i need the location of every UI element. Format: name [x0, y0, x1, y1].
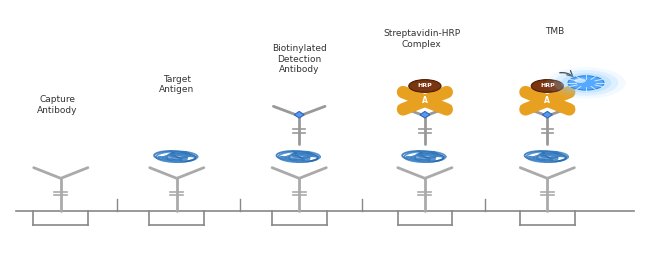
Circle shape: [561, 73, 611, 93]
Text: A: A: [422, 96, 428, 105]
Circle shape: [554, 70, 619, 96]
Text: Target
Antigen: Target Antigen: [159, 75, 194, 94]
Polygon shape: [294, 112, 304, 118]
Circle shape: [568, 76, 604, 90]
Circle shape: [409, 80, 441, 92]
Text: Streptavidin-HRP
Complex: Streptavidin-HRP Complex: [383, 29, 460, 49]
Circle shape: [531, 80, 564, 92]
Polygon shape: [542, 112, 552, 118]
Text: HRP: HRP: [540, 83, 554, 88]
Text: Biotinylated
Detection
Antibody: Biotinylated Detection Antibody: [272, 44, 326, 74]
Text: TMB: TMB: [545, 27, 565, 36]
Circle shape: [575, 78, 586, 83]
Polygon shape: [420, 112, 430, 118]
Text: Capture
Antibody: Capture Antibody: [37, 95, 78, 115]
Text: HRP: HRP: [417, 83, 432, 88]
Circle shape: [546, 67, 626, 99]
Text: A: A: [545, 96, 551, 105]
